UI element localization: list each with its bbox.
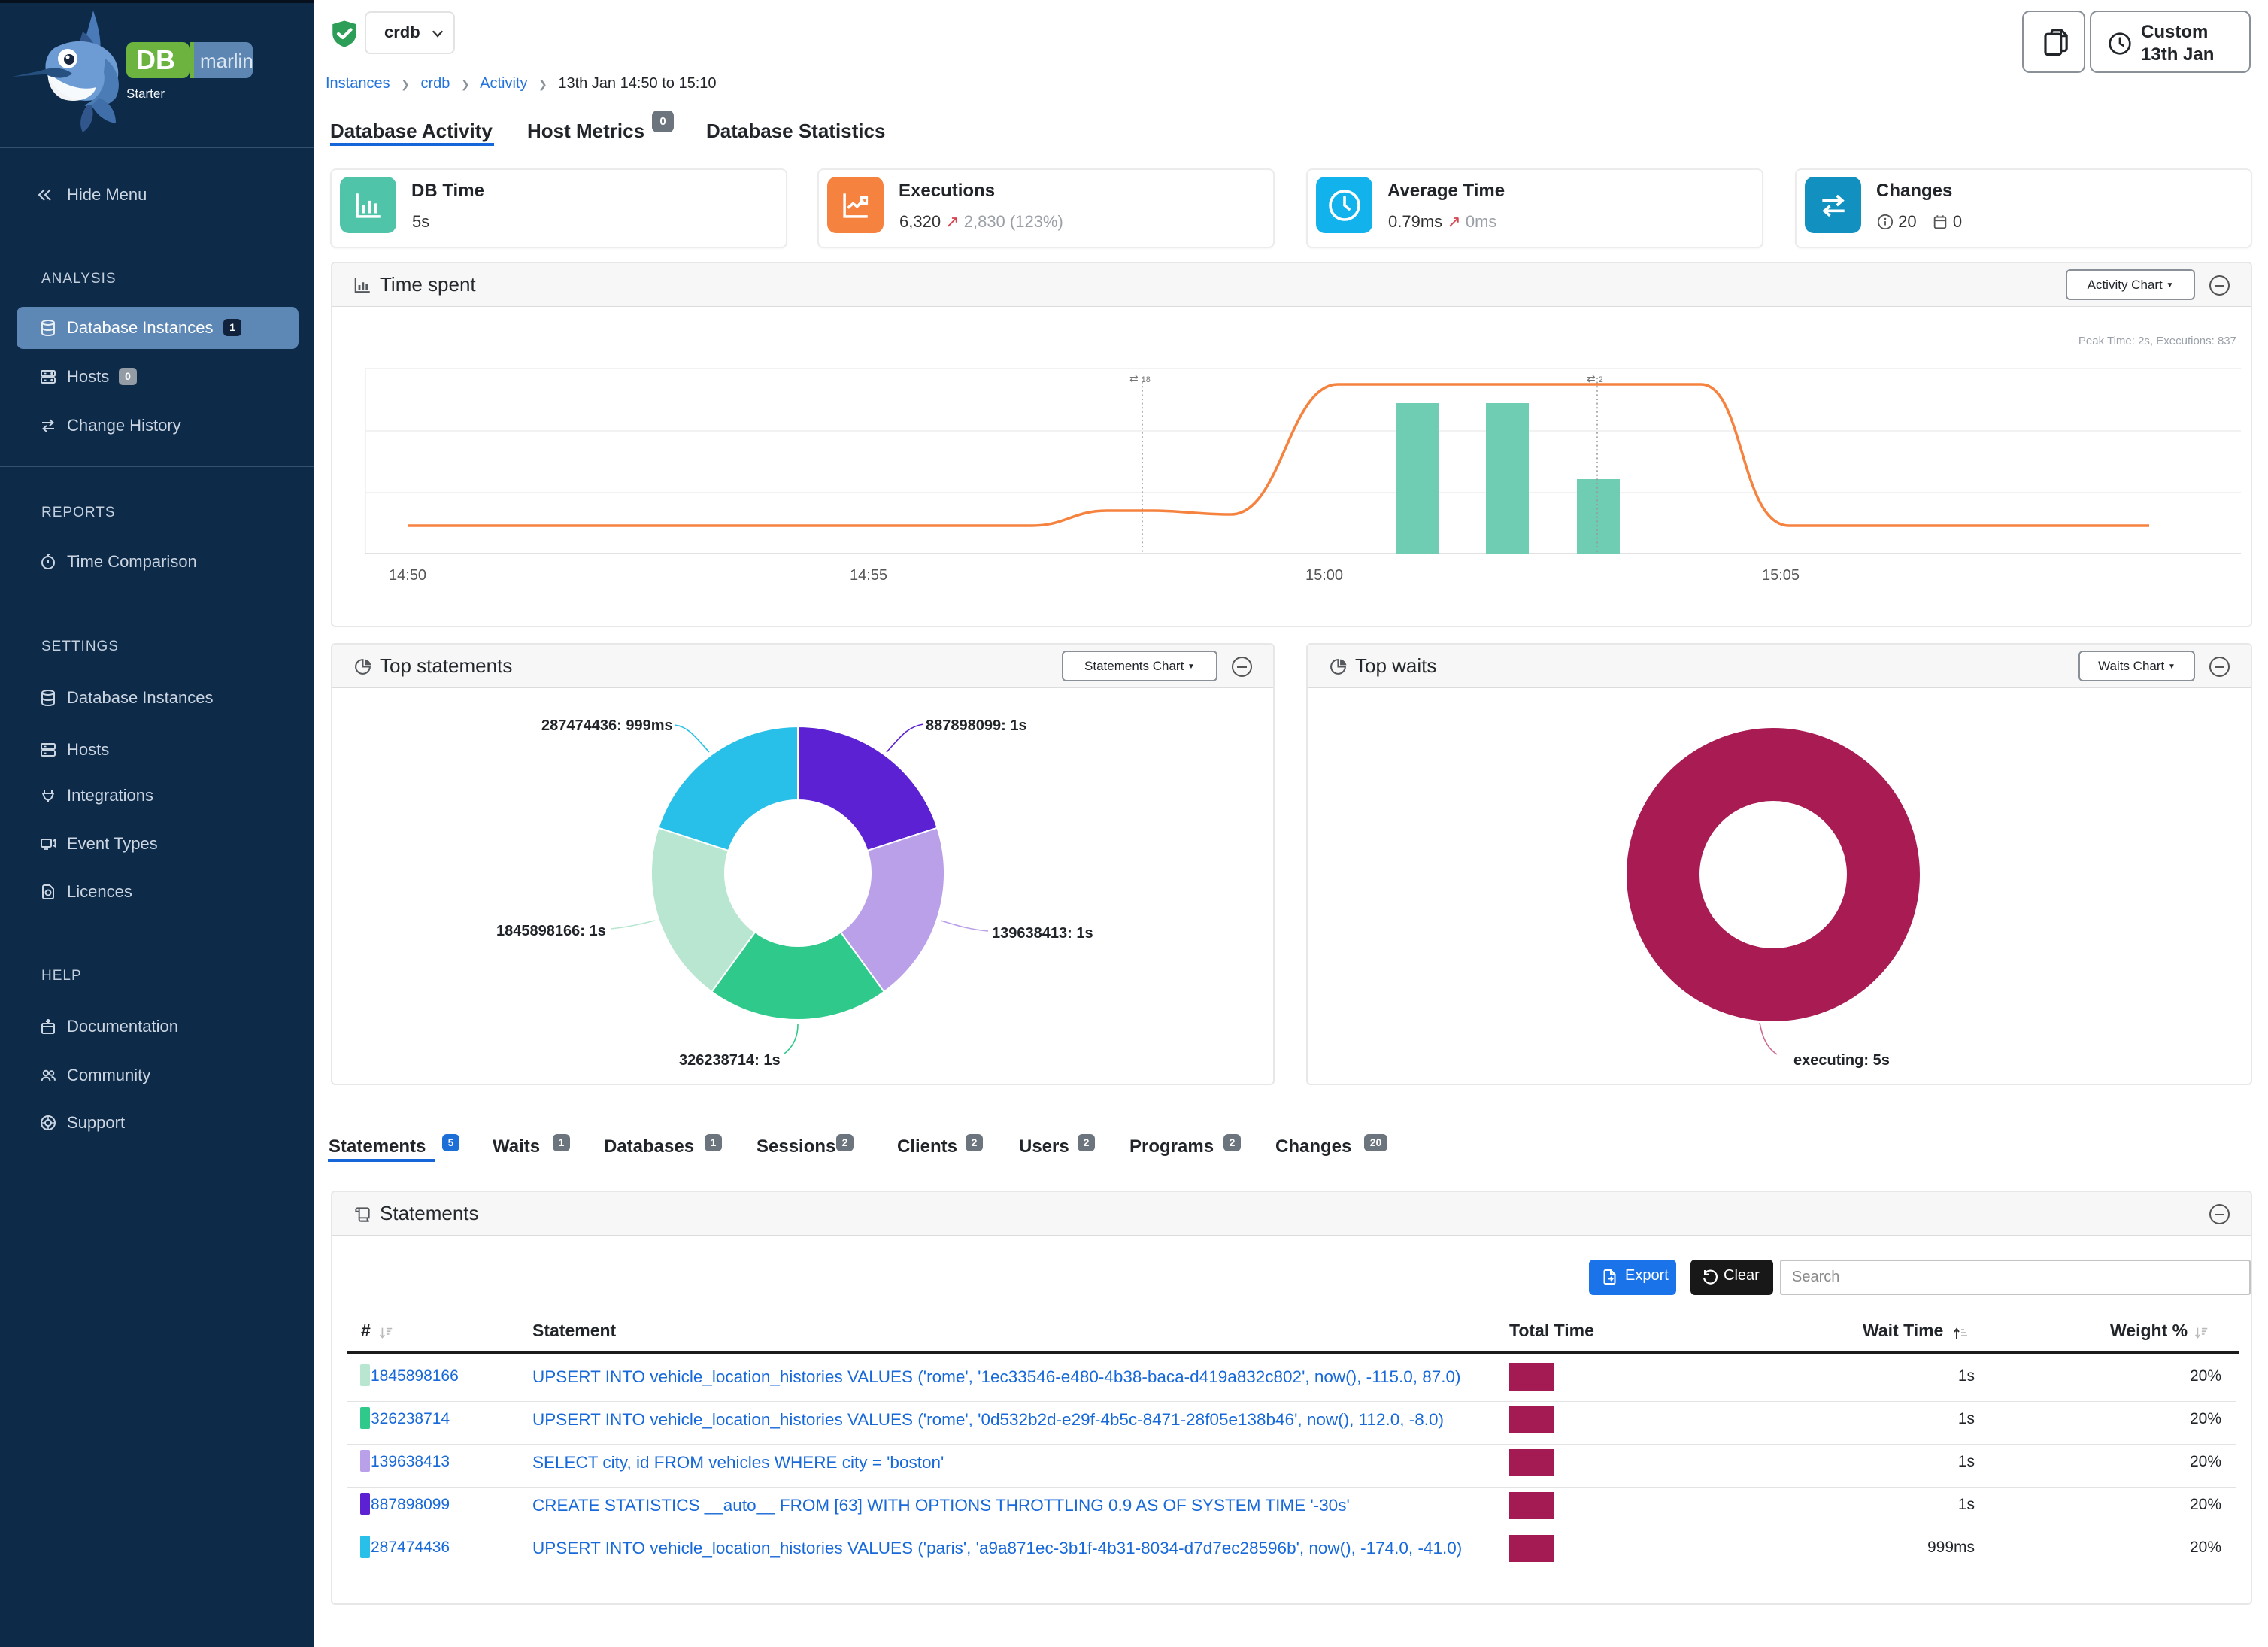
svg-text:marlin: marlin (200, 50, 253, 72)
svg-text:DB: DB (136, 44, 175, 75)
svg-text:⇄ 18: ⇄ 18 (1129, 372, 1151, 384)
svg-text:15:00: 15:00 (1305, 567, 1343, 584)
svg-text:14:50: 14:50 (389, 567, 426, 584)
svg-text:Peak Time: 2s, Executions: 837: Peak Time: 2s, Executions: 837 (2078, 335, 2236, 347)
svg-text:15:05: 15:05 (1762, 567, 1800, 584)
svg-text:⇄ 2: ⇄ 2 (1587, 372, 1603, 384)
svg-text:Starter: Starter (126, 86, 165, 101)
svg-text:14:55: 14:55 (850, 567, 887, 584)
